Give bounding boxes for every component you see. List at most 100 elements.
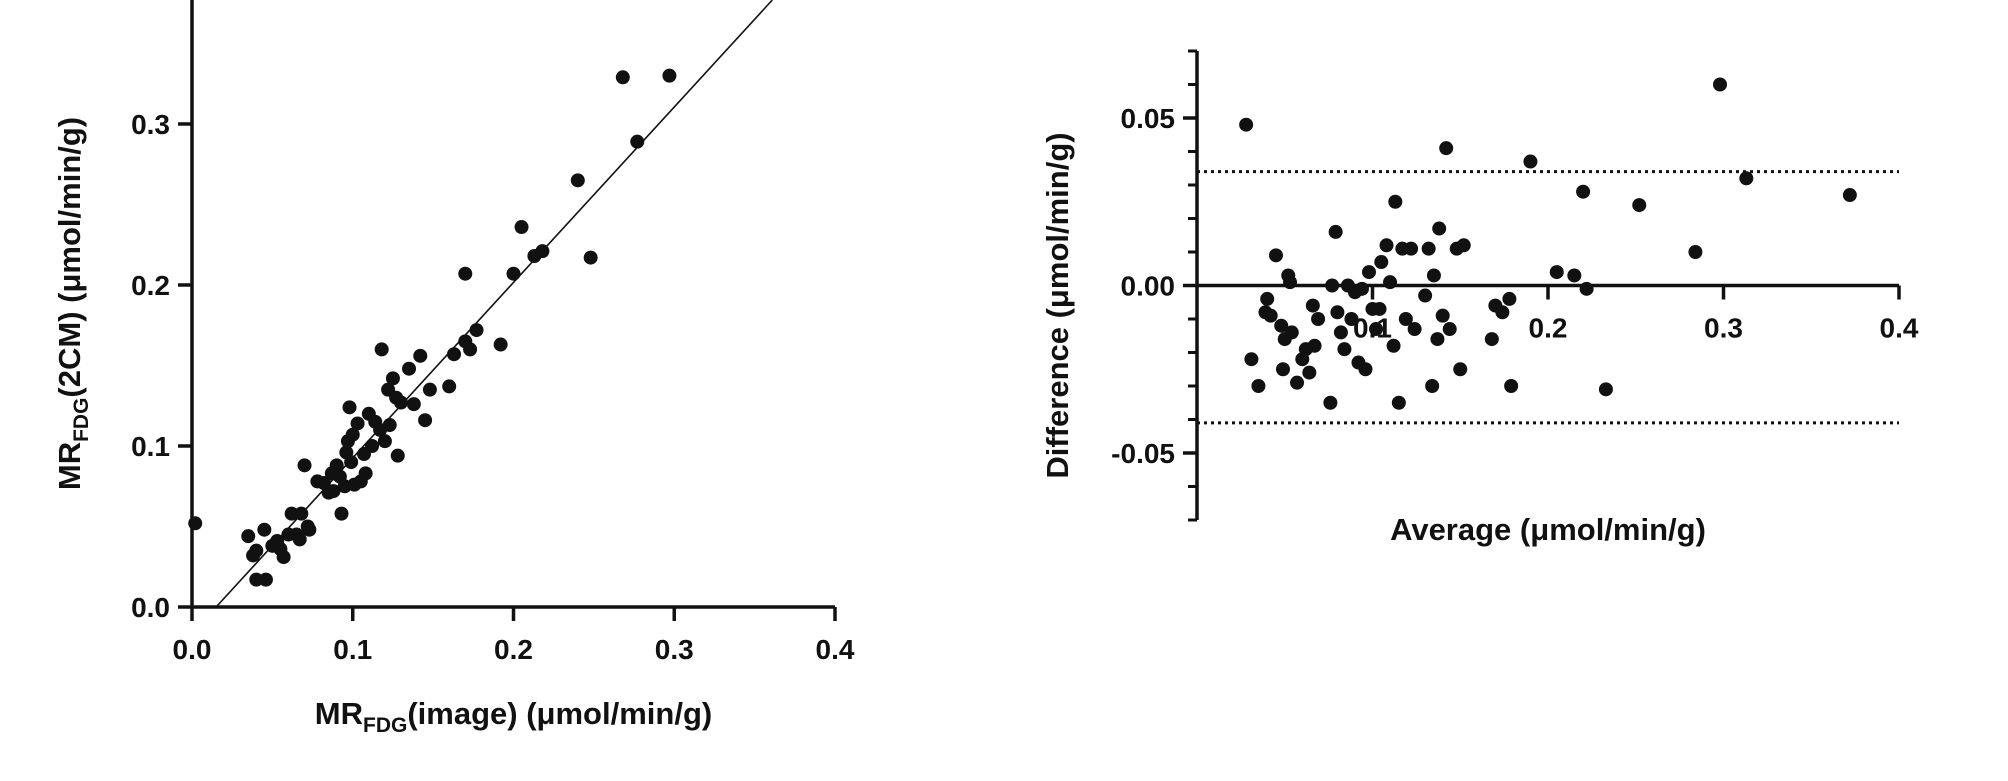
data-point <box>1284 325 1299 340</box>
x-tick-label: 0.1 <box>333 634 372 665</box>
data-point <box>297 458 312 473</box>
y-tick-label: 0.0 <box>131 592 170 623</box>
label-part: Difference (μmol/min/g) <box>1040 132 1075 478</box>
data-point <box>570 173 585 188</box>
x-tick-label: 0.0 <box>173 634 212 665</box>
data-point <box>1307 338 1322 353</box>
data-point <box>630 134 645 149</box>
data-point <box>302 522 317 537</box>
data-point <box>249 572 264 587</box>
axis-label: MRFDG(2CM) (μmol/min/g) <box>52 117 93 490</box>
data-point <box>382 418 397 433</box>
y-tick-label: 0.05 <box>1121 103 1176 134</box>
data-point <box>1404 241 1419 256</box>
data-point <box>413 348 428 363</box>
data-point <box>1407 322 1422 337</box>
data-point <box>334 506 349 521</box>
data-point <box>393 395 408 410</box>
data-point <box>506 266 521 281</box>
data-point <box>1251 379 1266 393</box>
data-point <box>1325 278 1340 293</box>
data-point <box>463 342 478 357</box>
data-point <box>447 347 462 362</box>
data-point <box>1260 291 1275 306</box>
data-point <box>1688 245 1703 259</box>
data-point <box>1398 312 1413 326</box>
x-tick-label: 0.3 <box>655 634 694 665</box>
fit-line <box>215 0 773 608</box>
data-point <box>241 529 256 544</box>
data-point <box>1275 362 1290 377</box>
data-point <box>1354 281 1369 296</box>
data-point <box>406 397 421 412</box>
data-point <box>1369 322 1384 337</box>
data-point <box>493 337 508 352</box>
data-point <box>418 413 433 428</box>
data-point <box>1418 288 1433 303</box>
data-point <box>1567 268 1582 283</box>
data-point <box>1323 395 1338 410</box>
data-point <box>358 466 373 481</box>
data-point <box>1344 312 1359 326</box>
data-point <box>1302 365 1317 380</box>
data-point <box>1383 275 1398 290</box>
data-point <box>1379 238 1394 253</box>
data-point <box>1439 141 1454 156</box>
data-point <box>1268 248 1283 263</box>
x-tick-label: 0.3 <box>1704 313 1743 344</box>
data-point <box>1244 352 1259 367</box>
label-subscript: FDG <box>363 714 407 737</box>
data-point <box>284 506 299 521</box>
data-point <box>258 572 273 587</box>
data-point <box>1842 188 1857 203</box>
data-point <box>1391 395 1406 410</box>
data-point <box>188 516 203 531</box>
axis-label: Difference (μmol/min/g) <box>1040 132 1075 478</box>
data-point <box>1358 362 1373 377</box>
data-point <box>1263 308 1278 323</box>
data-point <box>1361 265 1376 280</box>
data-point <box>1435 308 1450 323</box>
data-point <box>1504 379 1519 393</box>
data-point <box>390 448 405 463</box>
data-point <box>1576 184 1591 199</box>
data-point <box>292 532 307 547</box>
data-point <box>1337 342 1352 357</box>
x-tick-label: 0.4 <box>1880 313 1919 344</box>
y-tick-label: 0.00 <box>1121 271 1176 302</box>
data-point <box>257 522 272 537</box>
data-point <box>1426 268 1441 283</box>
data-point <box>365 438 380 453</box>
data-point <box>458 266 473 281</box>
label-part: Average (μmol/min/g) <box>1390 512 1706 547</box>
label-part: (image) (μmol/min/g) <box>407 696 712 731</box>
data-point <box>1311 312 1326 326</box>
data-point <box>329 458 344 473</box>
data-point <box>1598 382 1613 397</box>
data-point <box>385 371 400 386</box>
data-point <box>535 244 550 259</box>
data-point <box>1502 291 1517 306</box>
data-point <box>1484 332 1499 347</box>
data-point <box>1425 379 1440 393</box>
data-point <box>1330 305 1345 320</box>
data-point <box>1333 325 1348 340</box>
data-point <box>1388 194 1403 209</box>
label-part: MR <box>315 696 363 731</box>
label-part: MR <box>52 442 87 490</box>
data-point <box>326 484 341 499</box>
data-point <box>1430 332 1445 347</box>
axis-label: MRFDG(image) (μmol/min/g) <box>315 696 712 737</box>
y-tick-label: 0.2 <box>131 270 170 301</box>
data-point <box>1549 265 1564 280</box>
x-tick-label: 0.2 <box>494 634 533 665</box>
data-point <box>1442 322 1457 337</box>
data-point <box>442 379 457 394</box>
data-point <box>1305 298 1320 313</box>
data-point <box>249 543 264 558</box>
label-subscript: FDG <box>70 398 93 442</box>
data-point <box>345 427 360 442</box>
data-point <box>1328 224 1343 239</box>
data-point <box>1523 154 1538 169</box>
